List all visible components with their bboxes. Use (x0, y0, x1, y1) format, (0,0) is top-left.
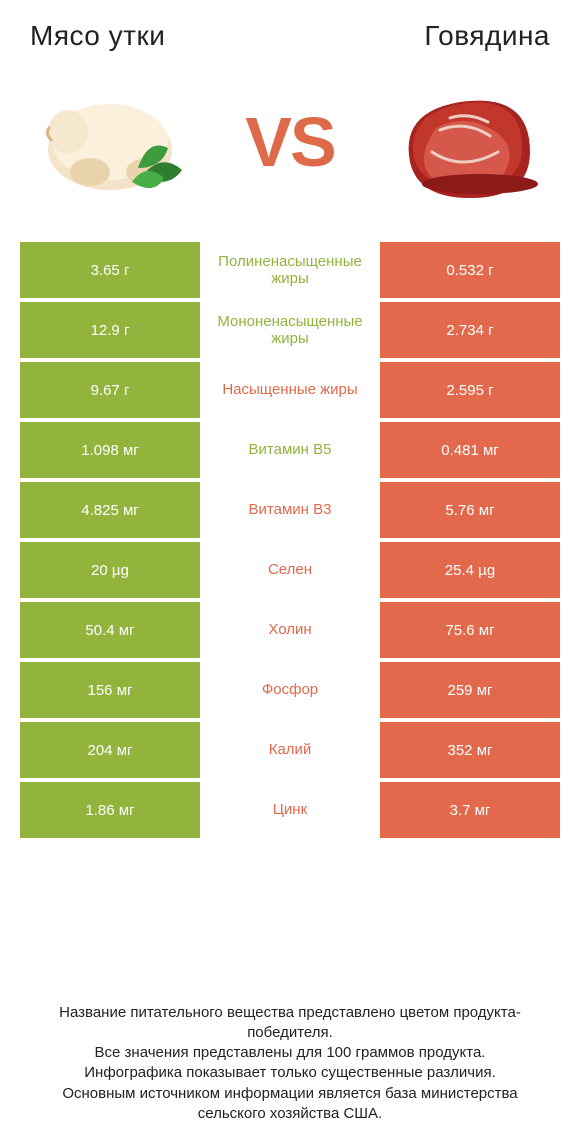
duck-meat-image (30, 72, 200, 212)
left-value-cell: 204 мг (20, 722, 200, 778)
right-value-cell: 3.7 мг (380, 782, 560, 838)
nutrient-label-cell: Калий (200, 722, 380, 778)
titles-row: Мясо утки Говядина (20, 20, 560, 62)
table-row: 9.67 гНасыщенные жиры2.595 г (20, 362, 560, 418)
left-value-cell: 9.67 г (20, 362, 200, 418)
infographic-container: Мясо утки Говядина VS (0, 0, 580, 1144)
nutrient-label-cell: Витамин B3 (200, 482, 380, 538)
nutrient-label-cell: Цинк (200, 782, 380, 838)
nutrient-label-cell: Фосфор (200, 662, 380, 718)
left-value-cell: 4.825 мг (20, 482, 200, 538)
right-value-cell: 0.481 мг (380, 422, 560, 478)
right-value-cell: 2.734 г (380, 302, 560, 358)
vs-label: VS (245, 102, 334, 182)
nutrient-table: 3.65 гПолиненасыщенные жиры0.532 г12.9 г… (20, 242, 560, 838)
left-value-cell: 1.86 мг (20, 782, 200, 838)
left-value-cell: 156 мг (20, 662, 200, 718)
table-row: 20 µgСелен25.4 µg (20, 542, 560, 598)
nutrient-label-cell: Селен (200, 542, 380, 598)
footnote-line: Все значения представлены для 100 граммо… (30, 1043, 550, 1063)
nutrient-label-cell: Полиненасыщенные жиры (200, 242, 380, 298)
footnote-line: Основным источником информации является … (30, 1084, 550, 1125)
hero-row: VS (20, 62, 560, 242)
right-value-cell: 352 мг (380, 722, 560, 778)
right-value-cell: 259 мг (380, 662, 560, 718)
right-value-cell: 5.76 мг (380, 482, 560, 538)
table-row: 4.825 мгВитамин B35.76 мг (20, 482, 560, 538)
right-value-cell: 25.4 µg (380, 542, 560, 598)
footnote: Название питательного вещества представл… (20, 983, 560, 1135)
nutrient-label-cell: Насыщенные жиры (200, 362, 380, 418)
left-value-cell: 50.4 мг (20, 602, 200, 658)
nutrient-label-cell: Витамин B5 (200, 422, 380, 478)
right-value-cell: 75.6 мг (380, 602, 560, 658)
left-value-cell: 12.9 г (20, 302, 200, 358)
left-product-title: Мясо утки (30, 20, 165, 52)
footnote-line: Инфографика показывает только существенн… (30, 1063, 550, 1083)
right-product-title: Говядина (424, 20, 550, 52)
table-row: 156 мгФосфор259 мг (20, 662, 560, 718)
left-value-cell: 1.098 мг (20, 422, 200, 478)
table-row: 50.4 мгХолин75.6 мг (20, 602, 560, 658)
table-row: 3.65 гПолиненасыщенные жиры0.532 г (20, 242, 560, 298)
table-row: 204 мгКалий352 мг (20, 722, 560, 778)
left-value-cell: 3.65 г (20, 242, 200, 298)
right-value-cell: 0.532 г (380, 242, 560, 298)
nutrient-label-cell: Мононенасыщенные жиры (200, 302, 380, 358)
footnote-line: Название питательного вещества представл… (30, 1003, 550, 1044)
nutrient-label-cell: Холин (200, 602, 380, 658)
beef-image (380, 72, 550, 212)
table-row: 12.9 гМононенасыщенные жиры2.734 г (20, 302, 560, 358)
table-row: 1.86 мгЦинк3.7 мг (20, 782, 560, 838)
table-row: 1.098 мгВитамин B50.481 мг (20, 422, 560, 478)
left-value-cell: 20 µg (20, 542, 200, 598)
right-value-cell: 2.595 г (380, 362, 560, 418)
